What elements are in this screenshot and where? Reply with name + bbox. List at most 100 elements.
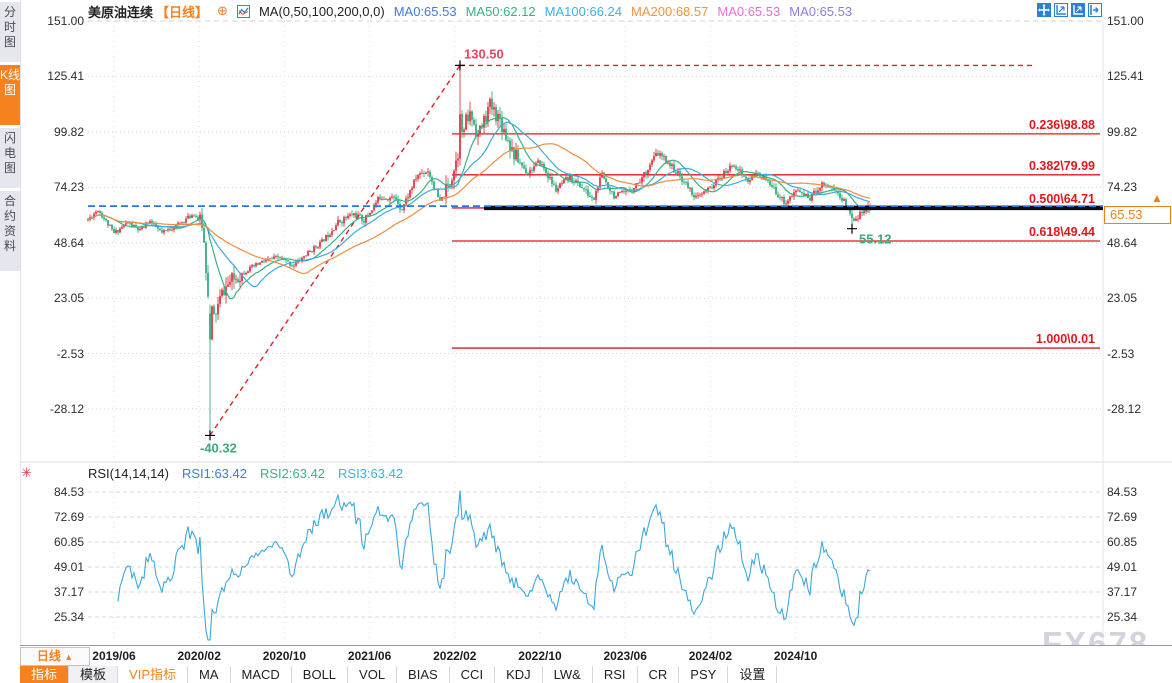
chart-type-icon[interactable]	[236, 4, 250, 18]
price-axis-label: 84.53	[1107, 485, 1138, 499]
chart-zoom-icon[interactable]	[1054, 3, 1068, 17]
toolbar-item-指标[interactable]: 指标	[20, 666, 70, 683]
price-axis-label: 74.23	[53, 180, 84, 195]
crosshair-move-icon[interactable]	[1037, 3, 1051, 17]
time-axis-label: 2022/02	[433, 649, 477, 663]
toolbar-item-LW&[interactable]: LW&	[543, 666, 593, 683]
fib-retracement: 0.236\98.88 0.382\79.99 0.500\64.71 0.618\4…	[452, 118, 1100, 349]
key-point-label: 55.12	[859, 232, 892, 247]
price-axis-label: 49.01	[1107, 560, 1138, 574]
trend-lines	[209, 64, 1035, 436]
sidebar-item-kline[interactable]: K线图	[0, 65, 20, 125]
sidebar-item-lightning[interactable]: 闪电图	[0, 128, 20, 188]
ma-MA100	[87, 121, 871, 288]
sidebar-item-contract-info[interactable]: 合约资料	[0, 191, 20, 271]
key-point-label: -40.32	[200, 440, 237, 455]
fib-label: 0.236\98.88	[1029, 118, 1095, 132]
price-lines	[88, 205, 1103, 211]
current-price-tag: 65.53	[1104, 206, 1171, 224]
price-axis-label: -28.12	[49, 402, 84, 416]
toolbar-item-MA[interactable]: MA	[188, 666, 231, 683]
price-axis-label: 37.17	[1107, 585, 1138, 599]
rsi-formula: RSI(14,14,14)	[88, 466, 169, 481]
time-axis-label: 2024/10	[773, 649, 818, 663]
toolbar-item-VIP指标[interactable]: VIP指标	[118, 666, 188, 683]
price-axis-label: 151.00	[47, 14, 84, 28]
price-axis-label: 48.64	[1107, 235, 1138, 250]
time-axis-label: 2020/02	[177, 649, 221, 663]
ma50-value: MA50:62.12	[465, 3, 536, 19]
toolbar-item-BOLL[interactable]: BOLL	[292, 666, 349, 683]
left-tab-strip: 分时图 K线图 闪电图 合约资料	[0, 0, 21, 683]
time-axis-label: 2023/06	[603, 649, 647, 663]
toolbar-item-RSI[interactable]: RSI	[593, 666, 638, 683]
ma0c-value: MA0:65.53	[789, 3, 853, 19]
price-axis-label: 60.85	[1107, 535, 1138, 549]
ma-line-MA50	[87, 116, 871, 300]
period-label[interactable]: 【日线】	[156, 4, 209, 20]
ma-line-MA100	[87, 121, 871, 288]
fib-label: 0.618\49.44	[1029, 225, 1095, 239]
toolbar-item-VOL[interactable]: VOL	[348, 666, 398, 683]
fib-label: 0.382\79.99	[1029, 159, 1095, 173]
rsi-line	[117, 490, 871, 641]
price-axis-label: 60.85	[53, 535, 84, 549]
chevron-up-icon: ▲	[64, 652, 74, 662]
period-selector[interactable]: 日线 ▲	[20, 647, 90, 666]
add-compare-icon[interactable]: ⊕	[217, 3, 228, 18]
ma0b-value: MA0:65.53	[717, 3, 781, 19]
toolbar-item-CCI[interactable]: CCI	[450, 666, 496, 683]
price-axis-label: 23.05	[1107, 291, 1138, 306]
toolbar-item-BIAS[interactable]: BIAS	[397, 666, 450, 683]
time-axis-label: 2019/06	[92, 649, 136, 663]
price-axis-label: 48.64	[53, 235, 84, 250]
time-axis-label: 2024/02	[688, 649, 733, 663]
price-axis-label: 37.17	[53, 585, 84, 599]
price-axis-label: 151.00	[1107, 14, 1144, 28]
ma-MA50	[87, 116, 871, 300]
collapse-right-icon[interactable]	[1088, 3, 1102, 17]
toolbar-item-PSY[interactable]: PSY	[679, 666, 729, 683]
toolbar-item-模板[interactable]: 模板	[69, 666, 119, 683]
price-axis-label: 74.23	[1107, 180, 1138, 195]
toolbar-item-MACD[interactable]: MACD	[231, 666, 292, 683]
price-axis-label: -2.53	[1107, 346, 1135, 361]
chart-header: 美原油连续 【日线】 ⊕ MA(0,50,100,200,0,0) MA0:65.…	[88, 2, 852, 20]
price-axis-label: -28.12	[1107, 402, 1142, 416]
toolbar-item-设置[interactable]: 设置	[728, 666, 778, 683]
header-tool-icons	[1037, 3, 1102, 17]
price-axis-label: 72.69	[53, 510, 84, 524]
time-axis-label: 2020/10	[262, 649, 307, 663]
price-axis-label: 72.69	[1107, 510, 1138, 524]
price-marker-arrow: ▲	[1151, 191, 1163, 205]
price-axis-label: 25.34	[1107, 609, 1138, 624]
price-axis-label: 125.41	[1107, 69, 1144, 84]
fib-label: 1.000\0.01	[1036, 332, 1095, 346]
price-axis-label: 25.34	[53, 609, 84, 624]
annotations: 130.50 -40.32 55.12	[200, 46, 892, 455]
time-axis-label: 2021/06	[347, 649, 392, 663]
toolbar-item-KDJ[interactable]: KDJ	[495, 666, 543, 683]
rsi-header: RSI(14,14,14) RSI1:63.42 RSI2:63.42 RSI3…	[88, 466, 403, 481]
price-axis-label: 84.53	[53, 485, 84, 499]
rsi2-value: RSI2:63.42	[259, 466, 326, 481]
ma-formula: MA(0,50,100,200,0,0)	[258, 3, 385, 19]
chart-zoom-filled-icon[interactable]	[1071, 3, 1085, 17]
price-axis-label: 23.05	[53, 291, 84, 306]
time-axis-row: 日线 ▲ 2019/06 2020/02 2020/10 2021/06 2022/02…	[20, 645, 1172, 667]
rsi-settings-icon[interactable]: ✳	[21, 465, 32, 480]
ma100-value: MA100:66.24	[544, 3, 623, 19]
ma0-value: MA0:65.53	[393, 3, 457, 19]
ma200-value: MA200:68.57	[631, 3, 709, 19]
symbol-name: 美原油连续	[88, 4, 154, 20]
indicator-toolbar: 指标 模板 VIP指标 MA MACD BOLL VOL BIAS CCI KDJ LW& RSI CR…	[20, 666, 1172, 683]
ma-line-MA200	[87, 143, 871, 275]
price-axis-label: 49.01	[53, 560, 84, 574]
sidebar-item-timeshare[interactable]: 分时图	[0, 2, 20, 62]
rsi3-value: RSI3:63.42	[338, 466, 404, 481]
time-axis-label: 2022/10	[518, 649, 562, 663]
rsi1-value: RSI1:63.42	[181, 466, 247, 481]
toolbar-item-CR[interactable]: CR	[638, 666, 680, 683]
